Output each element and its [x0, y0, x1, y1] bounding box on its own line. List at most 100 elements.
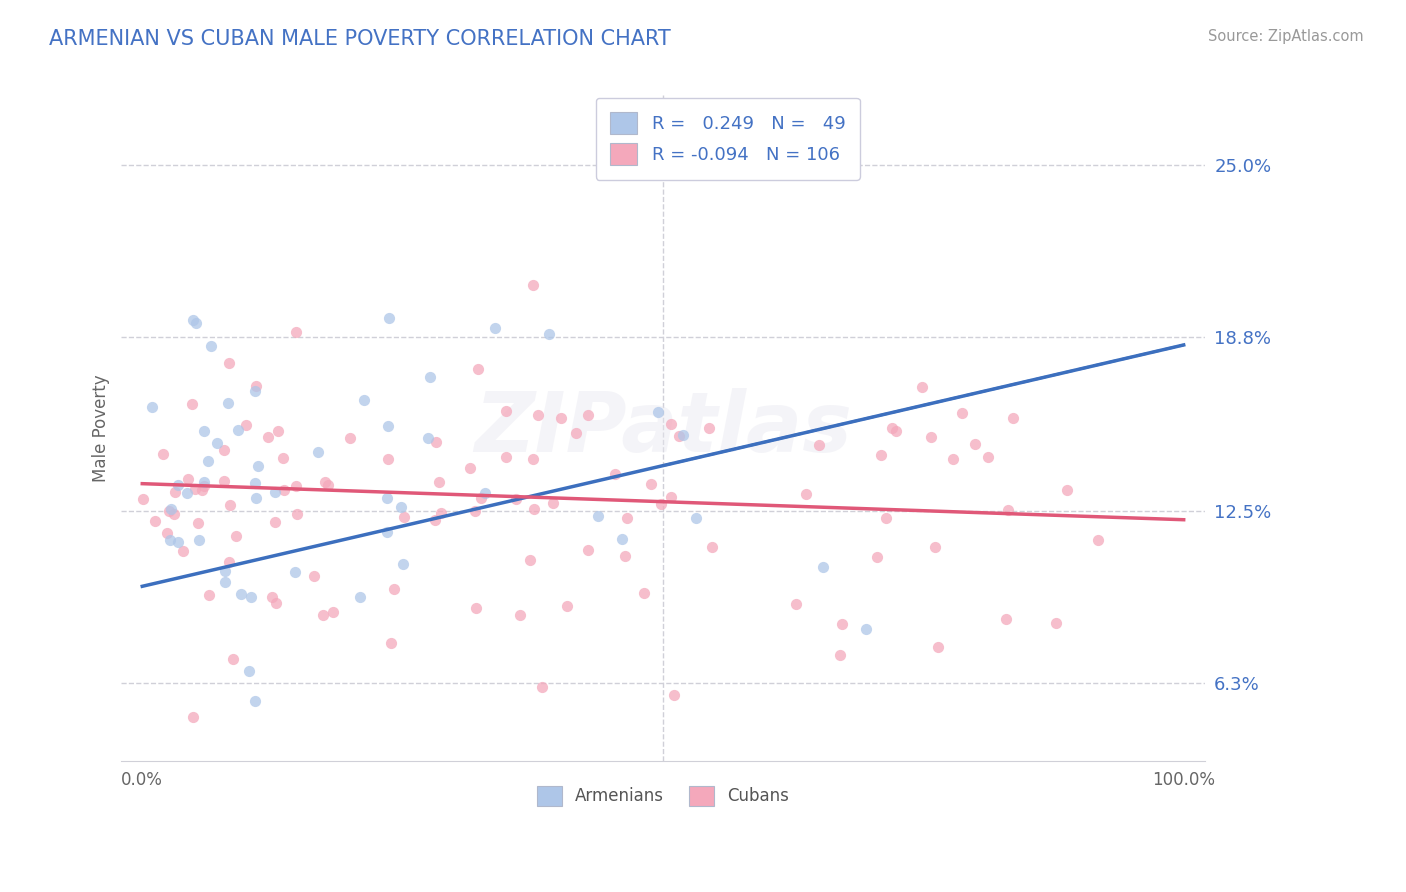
Point: [555, 599, 578, 613]
Point: [522, 451, 544, 466]
Point: [187, 516, 209, 530]
Point: [828, 648, 851, 662]
Point: [419, 369, 441, 384]
Point: [1056, 483, 1078, 497]
Point: [316, 478, 339, 492]
Point: [603, 467, 626, 482]
Point: [382, 582, 405, 596]
Point: [430, 506, 453, 520]
Point: [218, 356, 240, 370]
Point: [264, 596, 287, 610]
Point: [659, 490, 682, 504]
Point: [950, 406, 973, 420]
Point: [349, 590, 371, 604]
Y-axis label: Male Poverty: Male Poverty: [93, 375, 110, 482]
Point: [166, 478, 188, 492]
Point: [377, 419, 399, 434]
Point: [470, 491, 492, 505]
Point: [163, 485, 186, 500]
Point: [212, 442, 235, 457]
Point: [314, 475, 336, 490]
Point: [176, 486, 198, 500]
Point: [418, 431, 440, 445]
Point: [181, 710, 204, 724]
Point: [616, 511, 638, 525]
Point: [246, 458, 269, 473]
Point: [495, 404, 517, 418]
Point: [531, 680, 554, 694]
Point: [214, 564, 236, 578]
Point: [264, 485, 287, 500]
Point: [243, 694, 266, 708]
Point: [467, 362, 489, 376]
Point: [322, 605, 344, 619]
Point: [263, 515, 285, 529]
Point: [427, 475, 450, 490]
Point: [495, 450, 517, 465]
Point: [378, 311, 401, 326]
Point: [353, 392, 375, 407]
Point: [217, 396, 239, 410]
Point: [831, 616, 853, 631]
Point: [167, 535, 190, 549]
Point: [1001, 410, 1024, 425]
Point: [177, 472, 200, 486]
Point: [225, 529, 247, 543]
Point: [221, 652, 243, 666]
Point: [245, 379, 267, 393]
Point: [884, 425, 907, 439]
Point: [380, 635, 402, 649]
Point: [509, 608, 531, 623]
Point: [141, 401, 163, 415]
Point: [785, 597, 807, 611]
Legend: Armenians, Cubans: Armenians, Cubans: [530, 779, 796, 813]
Point: [796, 487, 818, 501]
Point: [271, 451, 294, 466]
Point: [156, 526, 179, 541]
Point: [392, 557, 415, 571]
Point: [1087, 533, 1109, 548]
Point: [519, 552, 541, 566]
Point: [377, 452, 399, 467]
Point: [425, 513, 447, 527]
Point: [243, 384, 266, 398]
Point: [212, 474, 235, 488]
Point: [942, 452, 965, 467]
Point: [307, 445, 329, 459]
Point: [537, 327, 560, 342]
Point: [152, 447, 174, 461]
Point: [273, 483, 295, 497]
Point: [541, 496, 564, 510]
Point: [523, 502, 546, 516]
Point: [586, 508, 609, 523]
Point: [193, 475, 215, 489]
Point: [214, 575, 236, 590]
Point: [807, 438, 830, 452]
Point: [184, 482, 207, 496]
Point: [668, 428, 690, 442]
Point: [191, 483, 214, 497]
Point: [550, 410, 572, 425]
Point: [235, 417, 257, 432]
Point: [672, 427, 695, 442]
Point: [659, 417, 682, 432]
Point: [640, 476, 662, 491]
Point: [266, 424, 288, 438]
Point: [484, 321, 506, 335]
Point: [920, 430, 942, 444]
Point: [522, 278, 544, 293]
Point: [198, 589, 221, 603]
Point: [285, 507, 308, 521]
Point: [163, 508, 186, 522]
Point: [924, 541, 946, 555]
Text: ARMENIAN VS CUBAN MALE POVERTY CORRELATION CHART: ARMENIAN VS CUBAN MALE POVERTY CORRELATI…: [49, 29, 671, 48]
Point: [181, 313, 204, 327]
Point: [157, 504, 180, 518]
Point: [647, 405, 669, 419]
Point: [392, 510, 415, 524]
Point: [633, 586, 655, 600]
Point: [184, 316, 207, 330]
Point: [464, 504, 486, 518]
Point: [458, 461, 481, 475]
Point: [576, 409, 599, 423]
